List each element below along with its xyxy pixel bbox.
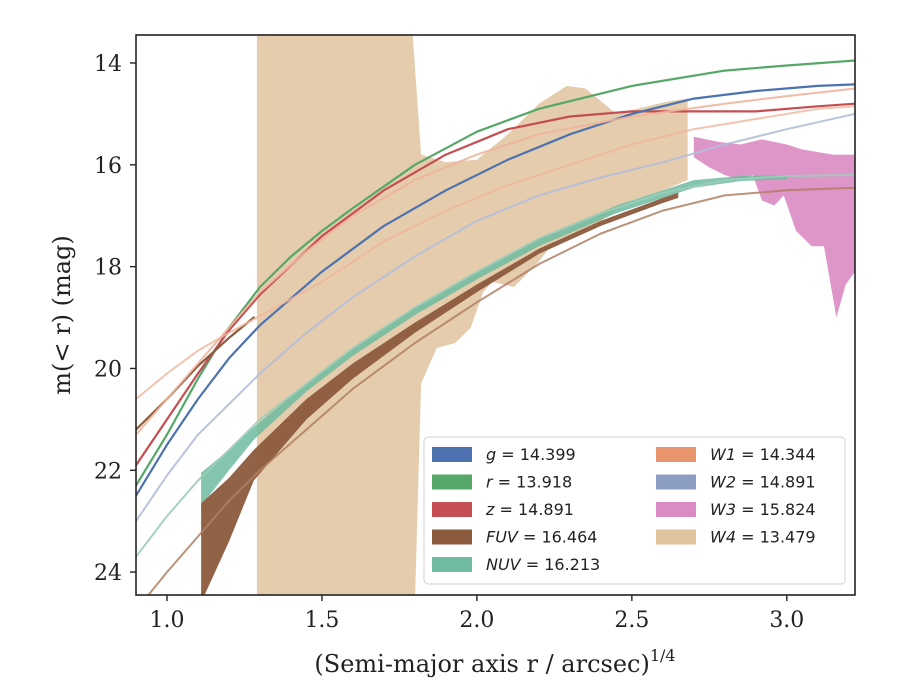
series-line-z-1 <box>136 102 855 467</box>
legend-swatch-nuv <box>432 557 472 572</box>
series-line-r-0 <box>136 59 855 487</box>
band-w3 <box>693 136 855 318</box>
y-axis-label: m(< r) (mag) <box>48 235 76 394</box>
x-tick-label: 2.5 <box>614 608 649 633</box>
legend-label-w1: W1 = 14.344 <box>710 445 816 464</box>
series-line-fuv-4 <box>147 186 855 595</box>
legend-swatch-w2 <box>656 474 696 490</box>
x-tick-label: 1.0 <box>149 608 184 633</box>
series-line-nuv-5 <box>136 174 855 558</box>
legend-box <box>423 436 846 585</box>
legend-swatch-r <box>432 474 472 490</box>
series-line-w1-7 <box>136 105 855 400</box>
legend-label-w4: W4 = 13.479 <box>710 528 816 547</box>
x-tick-label: 3.0 <box>769 608 804 633</box>
legend-swatch-g <box>432 447 472 462</box>
y-tick-label: 20 <box>94 357 122 382</box>
legend-swatch-w3 <box>656 502 696 517</box>
x-tick-label: 1.5 <box>304 608 339 633</box>
band-w4 <box>256 35 688 595</box>
legend-label-g: g = 14.399 <box>486 445 576 464</box>
legend-label-w2: W2 = 14.891 <box>710 473 816 492</box>
legend-label-r: r = 13.918 <box>486 473 572 492</box>
legend-swatch-fuv <box>432 529 472 545</box>
x-axis-label-text: (Semi-major axis r / arcsec) <box>314 650 649 678</box>
legend-label-nuv: NUV = 16.213 <box>486 555 600 574</box>
y-tick-label: 24 <box>94 561 122 586</box>
line-layer <box>136 59 855 595</box>
legend-swatch-z <box>432 502 472 517</box>
plot-frame <box>135 34 856 596</box>
legend: g = 14.399 W1 = 14.344 r = 13.918 W2 = 14.8… <box>423 436 846 585</box>
series-line-w2-8 <box>136 112 855 523</box>
band-layer <box>201 35 855 595</box>
legend-swatch-w4 <box>656 529 696 545</box>
y-tick-label: 14 <box>94 52 122 77</box>
legend-label-w3: W3 = 15.824 <box>710 500 816 519</box>
series-line-g-2 <box>136 83 855 497</box>
legend-label-z: z = 14.891 <box>485 500 574 519</box>
y-tick-label: 18 <box>94 256 122 281</box>
tick-layer: 1.0 1.5 2.0 2.5 3.0 14 16 18 20 22 24 <box>94 52 804 633</box>
legend-label-fuv: FUV = 16.464 <box>486 528 597 547</box>
x-tick-label: 2.0 <box>459 608 494 633</box>
y-tick-label: 22 <box>94 459 122 484</box>
x-axis-label: (Semi-major axis r / arcsec)1/4 <box>314 646 675 678</box>
x-axis-label-sup: 1/4 <box>650 646 676 665</box>
y-tick-label: 16 <box>94 154 122 179</box>
series-line-fuv-3 <box>136 316 255 431</box>
legend-swatch-w1 <box>656 447 696 462</box>
series-line-w1-6 <box>136 87 855 436</box>
